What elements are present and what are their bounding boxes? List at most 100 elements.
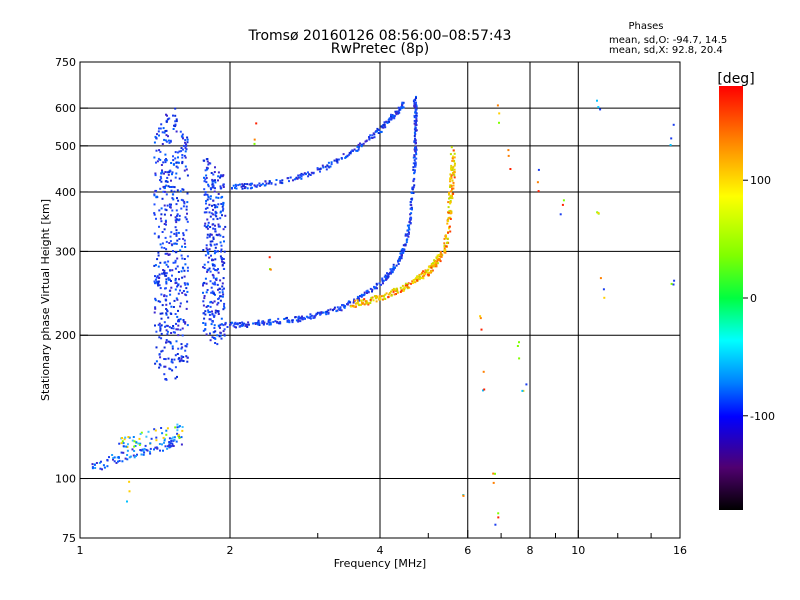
e-layer-point — [120, 451, 123, 454]
f-layer-x-point — [431, 269, 434, 272]
spread-f-point — [220, 187, 223, 190]
f-layer-o-point — [324, 165, 327, 168]
spread-f-point — [167, 260, 170, 263]
f-layer-x-point — [353, 299, 356, 302]
spread-f-point — [157, 251, 160, 254]
spread-f-point — [212, 218, 215, 221]
f-layer-o-point — [413, 177, 416, 180]
sparse-point — [462, 494, 465, 497]
spread-f-point — [155, 330, 158, 333]
e-layer-point — [170, 437, 173, 440]
f-layer-o-point — [255, 185, 258, 188]
f-layer-x-point — [436, 262, 439, 265]
f-layer-o-point — [357, 143, 360, 146]
spread-f-point — [203, 312, 205, 315]
e-layer-point — [135, 441, 138, 444]
spread-f-point — [213, 204, 216, 206]
spread-f-point — [223, 328, 226, 331]
spread-f-point — [159, 329, 162, 332]
spread-f-point — [165, 159, 168, 162]
f-layer-o-point — [387, 118, 390, 121]
sparse-point — [496, 104, 499, 107]
sparse-point — [507, 149, 510, 152]
f-layer-o-point — [413, 105, 416, 107]
spread-f-point — [168, 242, 171, 244]
f-layer-o-point — [401, 250, 404, 253]
f-layer-o-point — [414, 126, 417, 129]
spread-f-point — [184, 246, 187, 248]
sparse-point — [670, 282, 673, 285]
e-layer-point — [170, 445, 173, 448]
spread-f-point — [153, 194, 156, 197]
spread-f-point — [217, 310, 220, 313]
f-layer-x-point — [440, 253, 443, 256]
spread-f-point — [175, 242, 178, 245]
spread-f-point — [218, 233, 221, 236]
spread-f-point — [158, 284, 161, 287]
e-layer-point — [178, 437, 181, 439]
spread-f-point — [184, 216, 187, 219]
spread-f-point — [157, 265, 160, 268]
spread-f-point — [169, 235, 172, 238]
spread-f-point — [176, 265, 179, 268]
e-layer-point — [172, 436, 175, 439]
spread-f-point — [213, 327, 216, 329]
spread-f-point — [206, 160, 209, 163]
spread-f-point — [176, 218, 179, 221]
spread-f-point — [208, 311, 211, 313]
f-layer-o-point — [412, 180, 415, 183]
sparse-point — [509, 168, 512, 170]
spread-f-point — [208, 313, 211, 316]
spread-f-point — [161, 242, 164, 245]
spread-f-point — [170, 327, 173, 330]
e-layer-point — [173, 436, 176, 439]
spread-f-point — [174, 107, 177, 110]
f-layer-x-point — [436, 257, 439, 259]
f-layer-x-point — [450, 146, 453, 149]
f-layer-o-point — [272, 321, 275, 323]
f-layer-o-point — [257, 320, 260, 323]
f-layer-x-point — [382, 295, 385, 298]
f-layer-x-point — [375, 300, 378, 303]
e-layer-point — [143, 451, 146, 454]
spread-f-point — [155, 196, 158, 199]
f-layer-o-point — [288, 319, 291, 322]
spread-f-point — [179, 249, 182, 252]
spread-f-point — [212, 213, 215, 216]
spread-f-point — [164, 219, 167, 222]
spread-f-point — [169, 204, 172, 207]
f-layer-o-point — [397, 106, 400, 109]
spread-f-point — [163, 247, 166, 249]
f-layer-o-point — [405, 233, 408, 236]
f-layer-o-point — [400, 107, 403, 110]
f-layer-x-point — [454, 162, 456, 165]
spread-f-point — [174, 313, 177, 315]
spread-f-point — [169, 240, 172, 243]
spread-f-point — [221, 285, 224, 288]
spread-f-point — [208, 248, 211, 251]
f-layer-o-point — [288, 321, 291, 324]
y-tick-label: 200 — [55, 329, 76, 342]
spread-f-point — [212, 236, 215, 239]
spread-f-point — [214, 311, 217, 314]
spread-f-point — [214, 269, 217, 272]
spread-f-point — [213, 243, 216, 246]
spread-f-point — [164, 153, 167, 156]
f-layer-x-point — [358, 304, 361, 307]
f-layer-o-point — [406, 224, 409, 227]
spread-f-point — [183, 269, 186, 272]
spread-f-point — [184, 321, 187, 324]
e-layer-point — [125, 445, 128, 448]
spread-f-point — [209, 240, 212, 243]
e-layer-point — [180, 443, 183, 446]
spread-f-point — [217, 179, 219, 182]
f-layer-o-point — [413, 172, 416, 175]
spread-f-point — [153, 264, 156, 267]
f-layer-o-point — [264, 180, 267, 183]
f-layer-x-point — [449, 180, 451, 183]
spread-f-point — [211, 183, 214, 186]
spread-f-point — [224, 323, 227, 326]
e-layer-point — [171, 442, 174, 445]
f-layer-x-point — [448, 216, 451, 219]
spread-f-point — [168, 253, 171, 256]
